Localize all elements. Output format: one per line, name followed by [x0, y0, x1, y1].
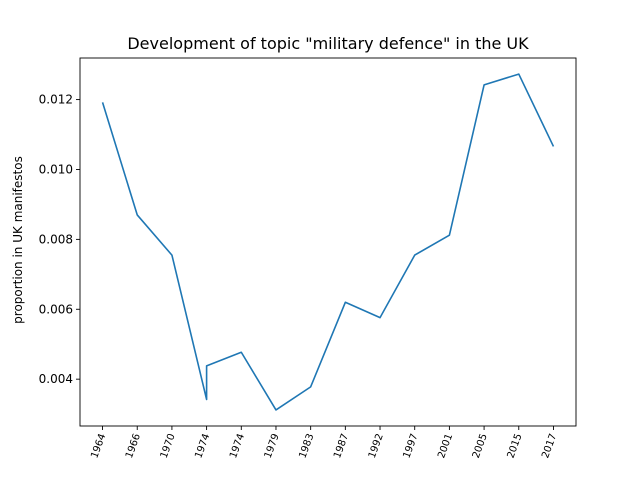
x-tick-label: 1987	[332, 432, 351, 460]
x-tick-label: 2015	[506, 432, 525, 460]
x-tick-label: 1974	[193, 432, 212, 460]
x-tick-label: 1964	[89, 432, 108, 460]
y-tick-label: 0.010	[39, 162, 73, 176]
x-tick-label: 1997	[401, 432, 420, 460]
x-tick-label: 1992	[367, 432, 386, 460]
y-tick-label: 0.012	[39, 93, 73, 107]
x-tick-label: 1974	[228, 432, 247, 460]
chart-title: Development of topic "military defence" …	[127, 34, 529, 53]
y-tick-label: 0.006	[39, 302, 73, 316]
x-tick-label: 2001	[436, 432, 455, 460]
x-tick-label: 1966	[124, 432, 143, 460]
series-line	[101, 73, 555, 411]
x-tick-label: 1983	[297, 432, 316, 460]
x-tick-label: 1970	[159, 432, 178, 460]
y-axis-label: proportion in UK manifestos	[11, 156, 25, 324]
plot-area: 0.004 0.006 0.008 0.010 0.012 1964 1966 1970 197…	[39, 73, 559, 460]
x-tick-label: 2005	[471, 432, 490, 460]
y-tick-label: 0.008	[39, 232, 73, 246]
x-tick-label: 1979	[263, 432, 282, 460]
axes-frame	[79, 57, 577, 427]
x-tick-label: 2017	[540, 432, 559, 460]
y-tick-label: 0.004	[39, 372, 73, 386]
